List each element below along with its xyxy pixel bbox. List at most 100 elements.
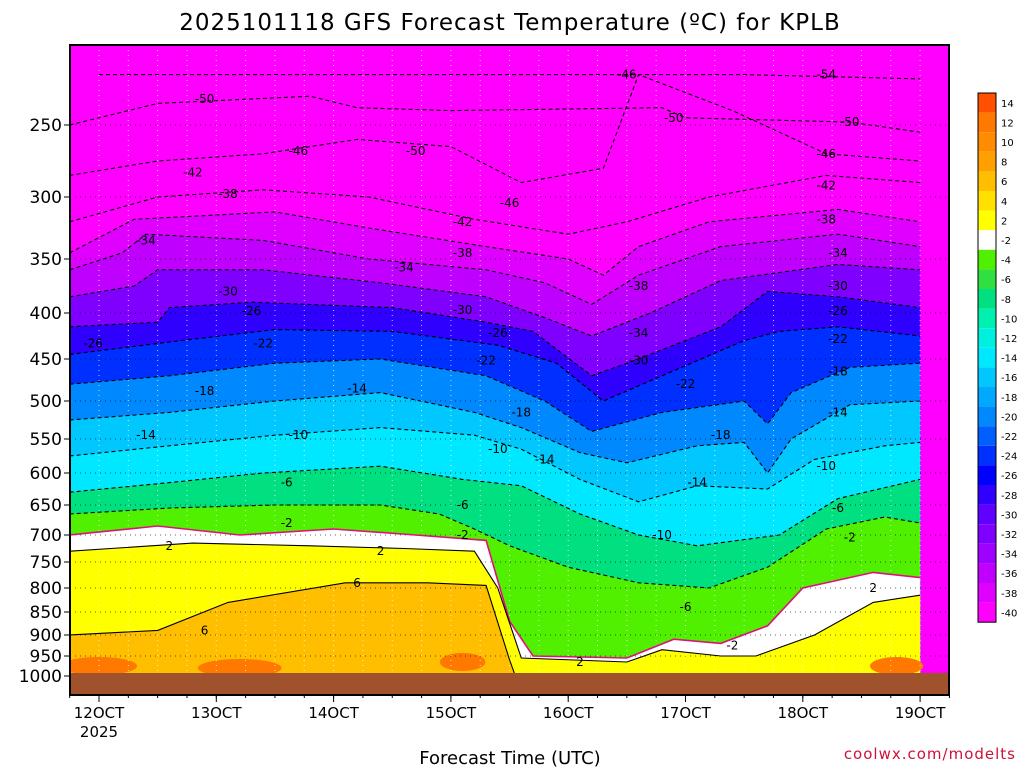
colorbar-swatch: [978, 406, 996, 427]
contour-line: [70, 326, 921, 402]
contour-line: [70, 174, 921, 235]
contour-label: -38: [816, 212, 836, 226]
colorbar-swatch: [978, 602, 996, 623]
warm-pocket: [70, 657, 137, 675]
y-tick-label: 900: [30, 626, 62, 646]
colorbar-swatch: [978, 210, 996, 231]
colorbar-swatch: [978, 583, 996, 603]
colorbar-swatch: [978, 465, 996, 485]
contour-label: -6: [680, 600, 692, 614]
contour-label: -38: [218, 187, 238, 201]
y-tick-label: 350: [30, 250, 62, 270]
x-tick-label: 19OCT: [895, 704, 946, 722]
colorbar-swatch: [978, 347, 996, 368]
colorbar-label: -2: [1001, 236, 1011, 247]
x-tick-label: 14OCT: [308, 704, 359, 722]
colorbar-swatch: [978, 230, 996, 250]
contour-label: -18: [828, 365, 848, 379]
contour-label: -46: [816, 147, 836, 161]
colorbar-label: -34: [1001, 550, 1017, 561]
colorbar-swatch: [978, 543, 996, 564]
x-tick-label: 17OCT: [660, 704, 711, 722]
contour-label: -46: [500, 196, 520, 210]
contour-label: -14: [535, 452, 555, 466]
contour-label: -26: [828, 304, 848, 318]
colorbar-swatch: [978, 112, 996, 133]
colorbar-label: -24: [1001, 452, 1017, 463]
contour-line: [70, 542, 921, 663]
credit-link[interactable]: coolwx.com/modelts: [844, 745, 1016, 763]
contour-label: 6: [201, 623, 209, 637]
y-tick-label: 850: [30, 603, 62, 623]
x-year-label: 2025: [80, 723, 118, 741]
y-tick-label: 1000: [19, 667, 62, 687]
colorbar-label: 10: [1001, 138, 1014, 149]
contour-label: -6: [832, 501, 844, 515]
contour-label: -50: [664, 111, 684, 125]
contour-label: -50: [195, 92, 215, 106]
contour-labels: -50 -46 -50 -46 -50 -54 -50 -46 -42 -38 -34 -42 -46 -…: [83, 68, 877, 669]
contour-line: [70, 358, 921, 432]
colorbar-swatch: [978, 387, 996, 407]
contour-label: 2: [377, 544, 385, 558]
colorbar-label: -36: [1001, 569, 1017, 580]
contour-line: [70, 465, 921, 547]
contour-label: -26: [83, 336, 103, 350]
grid: [70, 45, 949, 695]
contour-label: -10: [289, 428, 309, 442]
contour-line: [70, 73, 921, 184]
colorbar-label: 14: [1001, 99, 1014, 110]
freezing-line: [70, 525, 921, 659]
contour-line: [70, 263, 921, 337]
colorbar-swatch: [978, 445, 996, 466]
contour-line: [70, 233, 921, 306]
y-tick-label: 400: [30, 304, 62, 324]
contour-label: -54: [816, 68, 836, 82]
contour-label: -10: [816, 459, 836, 473]
contour-label: -18: [711, 428, 731, 442]
colorbar-swatch: [978, 308, 996, 329]
colorbar-label: 2: [1001, 216, 1007, 227]
colorbar-label: -32: [1001, 530, 1017, 541]
colorbar-swatch: [978, 504, 996, 525]
contour-label: -26: [242, 304, 262, 318]
y-tick-label: 300: [30, 188, 62, 208]
colorbar-label: -28: [1001, 491, 1017, 502]
warm-pocket: [439, 653, 486, 671]
contour-label: -2: [457, 528, 469, 542]
colorbar-label: 4: [1001, 197, 1007, 208]
colorbar-label: -40: [1001, 608, 1017, 619]
x-axis-label: Forecast Time (UTC): [419, 748, 600, 768]
contour-label: -22: [676, 377, 696, 391]
colorbar-swatch: [978, 93, 996, 113]
contour-label: -34: [629, 326, 649, 340]
contour-label: -46: [617, 68, 637, 82]
contour-line: [70, 427, 921, 503]
contour-label: -30: [828, 279, 848, 293]
y-tick-label: 950: [30, 647, 62, 667]
contour-label: -14: [136, 428, 156, 442]
contour-label: -30: [218, 284, 238, 298]
y-tick-label: 450: [30, 350, 62, 370]
colorbar-label: -8: [1001, 295, 1011, 306]
contour-label: 2: [869, 581, 877, 595]
colorbar-swatch: [978, 524, 996, 544]
contour-label: -38: [629, 279, 649, 293]
y-tick-label: 550: [30, 430, 62, 450]
contour-label: -42: [453, 215, 473, 229]
x-tick-label: 16OCT: [543, 704, 594, 722]
contour-label: -2: [844, 531, 856, 545]
contour-label: -18: [195, 384, 215, 398]
contour-line: [70, 95, 921, 133]
colorbar-swatch: [978, 132, 996, 152]
x-tick-label: 12OCT: [74, 704, 125, 722]
colorbar-swatch: [978, 191, 996, 211]
contour-label: -30: [629, 354, 649, 368]
contour-label: -10: [652, 528, 672, 542]
colorbar-label: -38: [1001, 589, 1017, 600]
colorbar-label: -4: [1001, 256, 1011, 267]
colorbar-label: -22: [1001, 432, 1017, 443]
x-tick-label: 18OCT: [778, 704, 829, 722]
colorbar-swatch: [978, 289, 996, 309]
